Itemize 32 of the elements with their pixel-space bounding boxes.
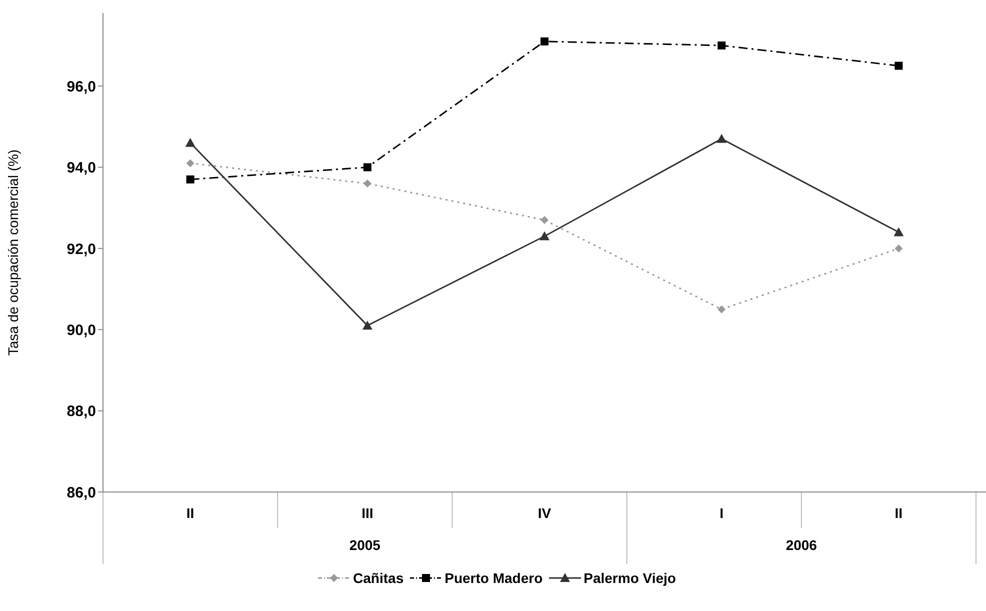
legend-label: Palermo Viejo (584, 570, 676, 586)
x-tick-label: IV (538, 504, 552, 521)
point (718, 305, 726, 314)
x-tick-label: II (894, 504, 903, 521)
point (540, 37, 548, 46)
y-tick-label: 92,0 (66, 240, 96, 258)
point (185, 138, 196, 147)
point (186, 159, 194, 168)
point (718, 41, 726, 50)
y-tick-label: 90,0 (66, 322, 96, 339)
x-tick-label: I (720, 504, 724, 521)
y-tick-label: 94,0 (66, 160, 96, 177)
point (363, 163, 372, 172)
point (894, 244, 903, 252)
text: 2006 (786, 537, 818, 553)
x-tick-label: III (362, 504, 374, 521)
point (716, 134, 727, 143)
y-tick-label: 96,0 (66, 78, 96, 96)
text: 2005 (349, 537, 381, 553)
y-tick-label: 86,0 (66, 484, 96, 502)
point (362, 320, 372, 330)
point (540, 216, 548, 224)
point (186, 175, 194, 184)
legend-label: Cañitas (353, 570, 404, 586)
y-axis-title: Tasa de ocupación comercial (%) (4, 149, 21, 356)
point (894, 62, 903, 70)
point (363, 179, 372, 188)
point (894, 227, 904, 236)
point (540, 231, 550, 240)
y-tick-label: 88,0 (66, 403, 96, 420)
x-tick-label: II (186, 504, 194, 521)
legend-label: Puerto Madero (444, 570, 543, 586)
